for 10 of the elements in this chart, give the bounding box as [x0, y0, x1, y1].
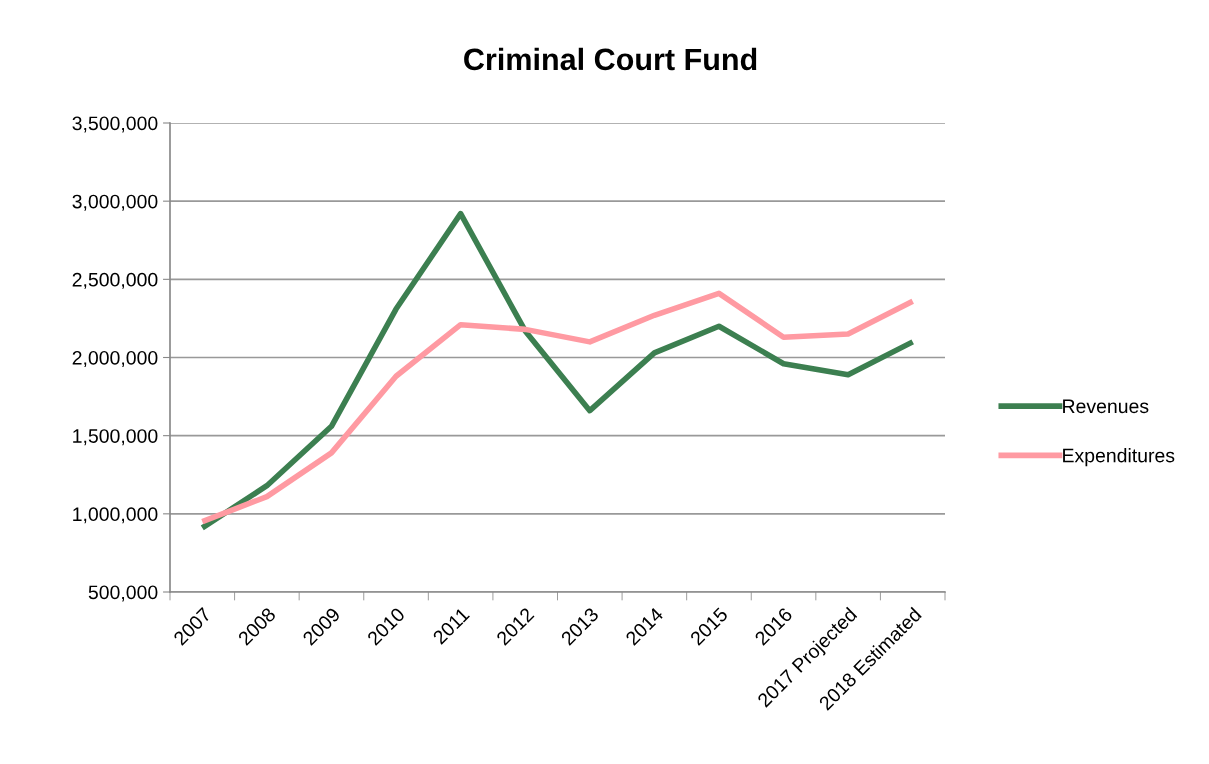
legend-label: Expenditures: [1063, 448, 1175, 467]
chart-title: Criminal Court Fund: [464, 47, 757, 71]
y-tick-label: 1,000,000: [73, 507, 158, 524]
y-tick-label: 2,000,000: [72, 350, 158, 368]
y-tick-label: 2,500,000: [72, 272, 158, 289]
y-tick-label: 500,000: [88, 585, 158, 602]
legend-label: Revenues: [1063, 399, 1149, 414]
y-tick-label: 3,500,000: [72, 116, 158, 133]
y-tick-label: 3,000,000: [72, 194, 158, 211]
y-tick-label: 1,500,000: [73, 429, 158, 446]
